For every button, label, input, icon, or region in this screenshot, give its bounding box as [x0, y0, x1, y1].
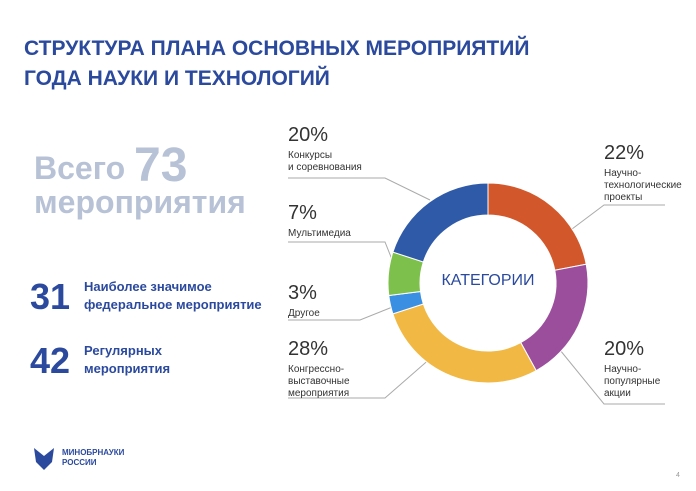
center-label: КАТЕГОРИИ — [441, 272, 535, 289]
value-label: 7% — [288, 202, 317, 224]
page-number: 4 — [676, 472, 680, 479]
total-suffix: мероприятия — [34, 184, 246, 220]
total-prefix: Всего — [34, 150, 126, 186]
donut-slice — [487, 182, 587, 271]
stat-label: Наиболее значимое федеральное мероприяти… — [84, 279, 262, 312]
donut-slice — [392, 303, 537, 384]
value-label: 22% — [604, 142, 645, 164]
stat-number: 42 — [30, 340, 71, 381]
title: СТРУКТУРА ПЛАНА ОСНОВНЫХ МЕРОПРИЯТИЙ ГОД… — [24, 37, 530, 90]
total-number: 73 — [134, 139, 188, 192]
donut-slice — [392, 182, 489, 263]
logo-text: МИНОБРНАУКИ РОССИИ — [62, 448, 125, 467]
value-label: 20% — [604, 338, 645, 360]
category-label: Конкурсы и соревнования — [288, 150, 362, 173]
leader-lines — [288, 177, 665, 405]
value-label: 20% — [288, 124, 329, 146]
category-label: Мультимедиа — [288, 228, 351, 239]
category-label: Научно- технологические проекты — [604, 168, 682, 203]
category-label: Другое — [288, 308, 320, 319]
category-label: Конгрессно- выставочные мероприятия — [288, 364, 350, 399]
category-label: Научно- популярные акции — [604, 364, 661, 399]
logo-mark — [34, 448, 54, 470]
stat-label: Регулярных мероприятия — [84, 343, 171, 376]
value-label: 28% — [288, 338, 329, 360]
value-label: 3% — [288, 282, 317, 304]
stat-number: 31 — [30, 276, 71, 317]
